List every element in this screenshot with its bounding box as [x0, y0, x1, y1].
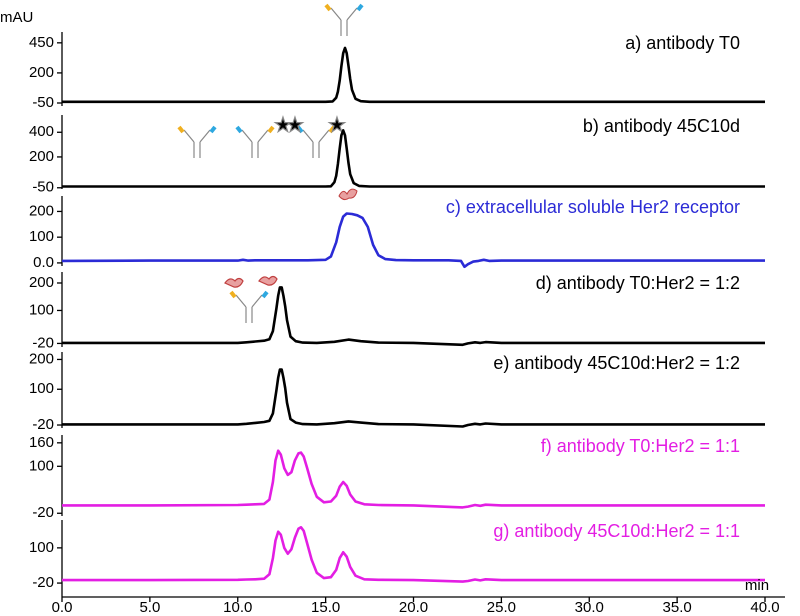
y-tick-label: 100 — [29, 228, 54, 245]
y-tick-label: 200 — [29, 148, 54, 165]
y-tick-label: -50 — [32, 179, 54, 196]
x-tick-label: 30.0 — [575, 599, 604, 616]
chromatogram-line — [62, 129, 765, 188]
x-tick-label: 15.0 — [311, 599, 340, 616]
y-tick-label: 100 — [29, 301, 54, 318]
antibody-icon: ★ ★ — [285, 114, 347, 158]
x-tick-label: 10.0 — [223, 599, 252, 616]
x-tick-label: 40.0 — [750, 599, 779, 616]
y-tick-label: 160 — [29, 434, 54, 451]
x-tick-label: 35.0 — [663, 599, 692, 616]
chromatogram-line — [61, 212, 765, 269]
y-tick-label: 400 — [29, 123, 54, 140]
chromatogram-line — [62, 46, 765, 104]
receptor-icon — [338, 188, 358, 201]
chromatogram-line — [62, 286, 765, 347]
antibody-icon — [324, 3, 364, 36]
y-tick-label: 200 — [29, 64, 54, 81]
panel-title: b) antibody 45C10d — [583, 116, 740, 136]
antibody-icon — [177, 125, 217, 158]
antibody-icon: ★ — [235, 114, 293, 158]
y-tick-label: 0.0 — [33, 254, 54, 271]
y-tick-label: 100 — [29, 380, 54, 397]
x-tick-label: 25.0 — [487, 599, 516, 616]
panel-title: g) antibody 45C10d:Her2 = 1:1 — [493, 521, 740, 541]
chromatogram-line — [62, 449, 765, 509]
y-tick-label: 100 — [29, 457, 54, 474]
chromatogram-line — [62, 526, 765, 583]
y-tick-label: 100 — [29, 539, 54, 556]
x-tick-label: 0.0 — [52, 599, 73, 616]
y-tick-label: 200 — [29, 274, 54, 291]
star: ★ — [286, 114, 304, 136]
x-axis-label: min — [745, 577, 769, 594]
y-tick-label: -20 — [32, 574, 54, 591]
x-tick-label: 20.0 — [399, 599, 428, 616]
panel-title: c) extracellular soluble Her2 receptor — [446, 197, 740, 217]
panel-title: e) antibody 45C10d:Her2 = 1:2 — [493, 353, 740, 373]
chromatogram-line — [62, 368, 765, 428]
y-tick-label: -20 — [32, 334, 54, 351]
y-tick-label: 200 — [29, 350, 54, 367]
y-axis-label: mAU — [0, 9, 33, 26]
antibody-icons: ★ ★ ★ — [177, 3, 364, 323]
panel-title: f) antibody T0:Her2 = 1:1 — [541, 436, 740, 456]
panel-title: d) antibody T0:Her2 = 1:2 — [536, 273, 740, 293]
star: ★ — [274, 114, 292, 136]
y-tick-label: 450 — [29, 34, 54, 51]
antibody-icon — [224, 275, 278, 323]
x-tick-label: 5.0 — [139, 599, 160, 616]
y-tick-label: -50 — [32, 94, 54, 111]
y-tick-label: 200 — [29, 202, 54, 219]
y-tick-label: -20 — [32, 504, 54, 521]
panel-title: a) antibody T0 — [625, 33, 740, 53]
y-tick-label: -20 — [32, 416, 54, 433]
